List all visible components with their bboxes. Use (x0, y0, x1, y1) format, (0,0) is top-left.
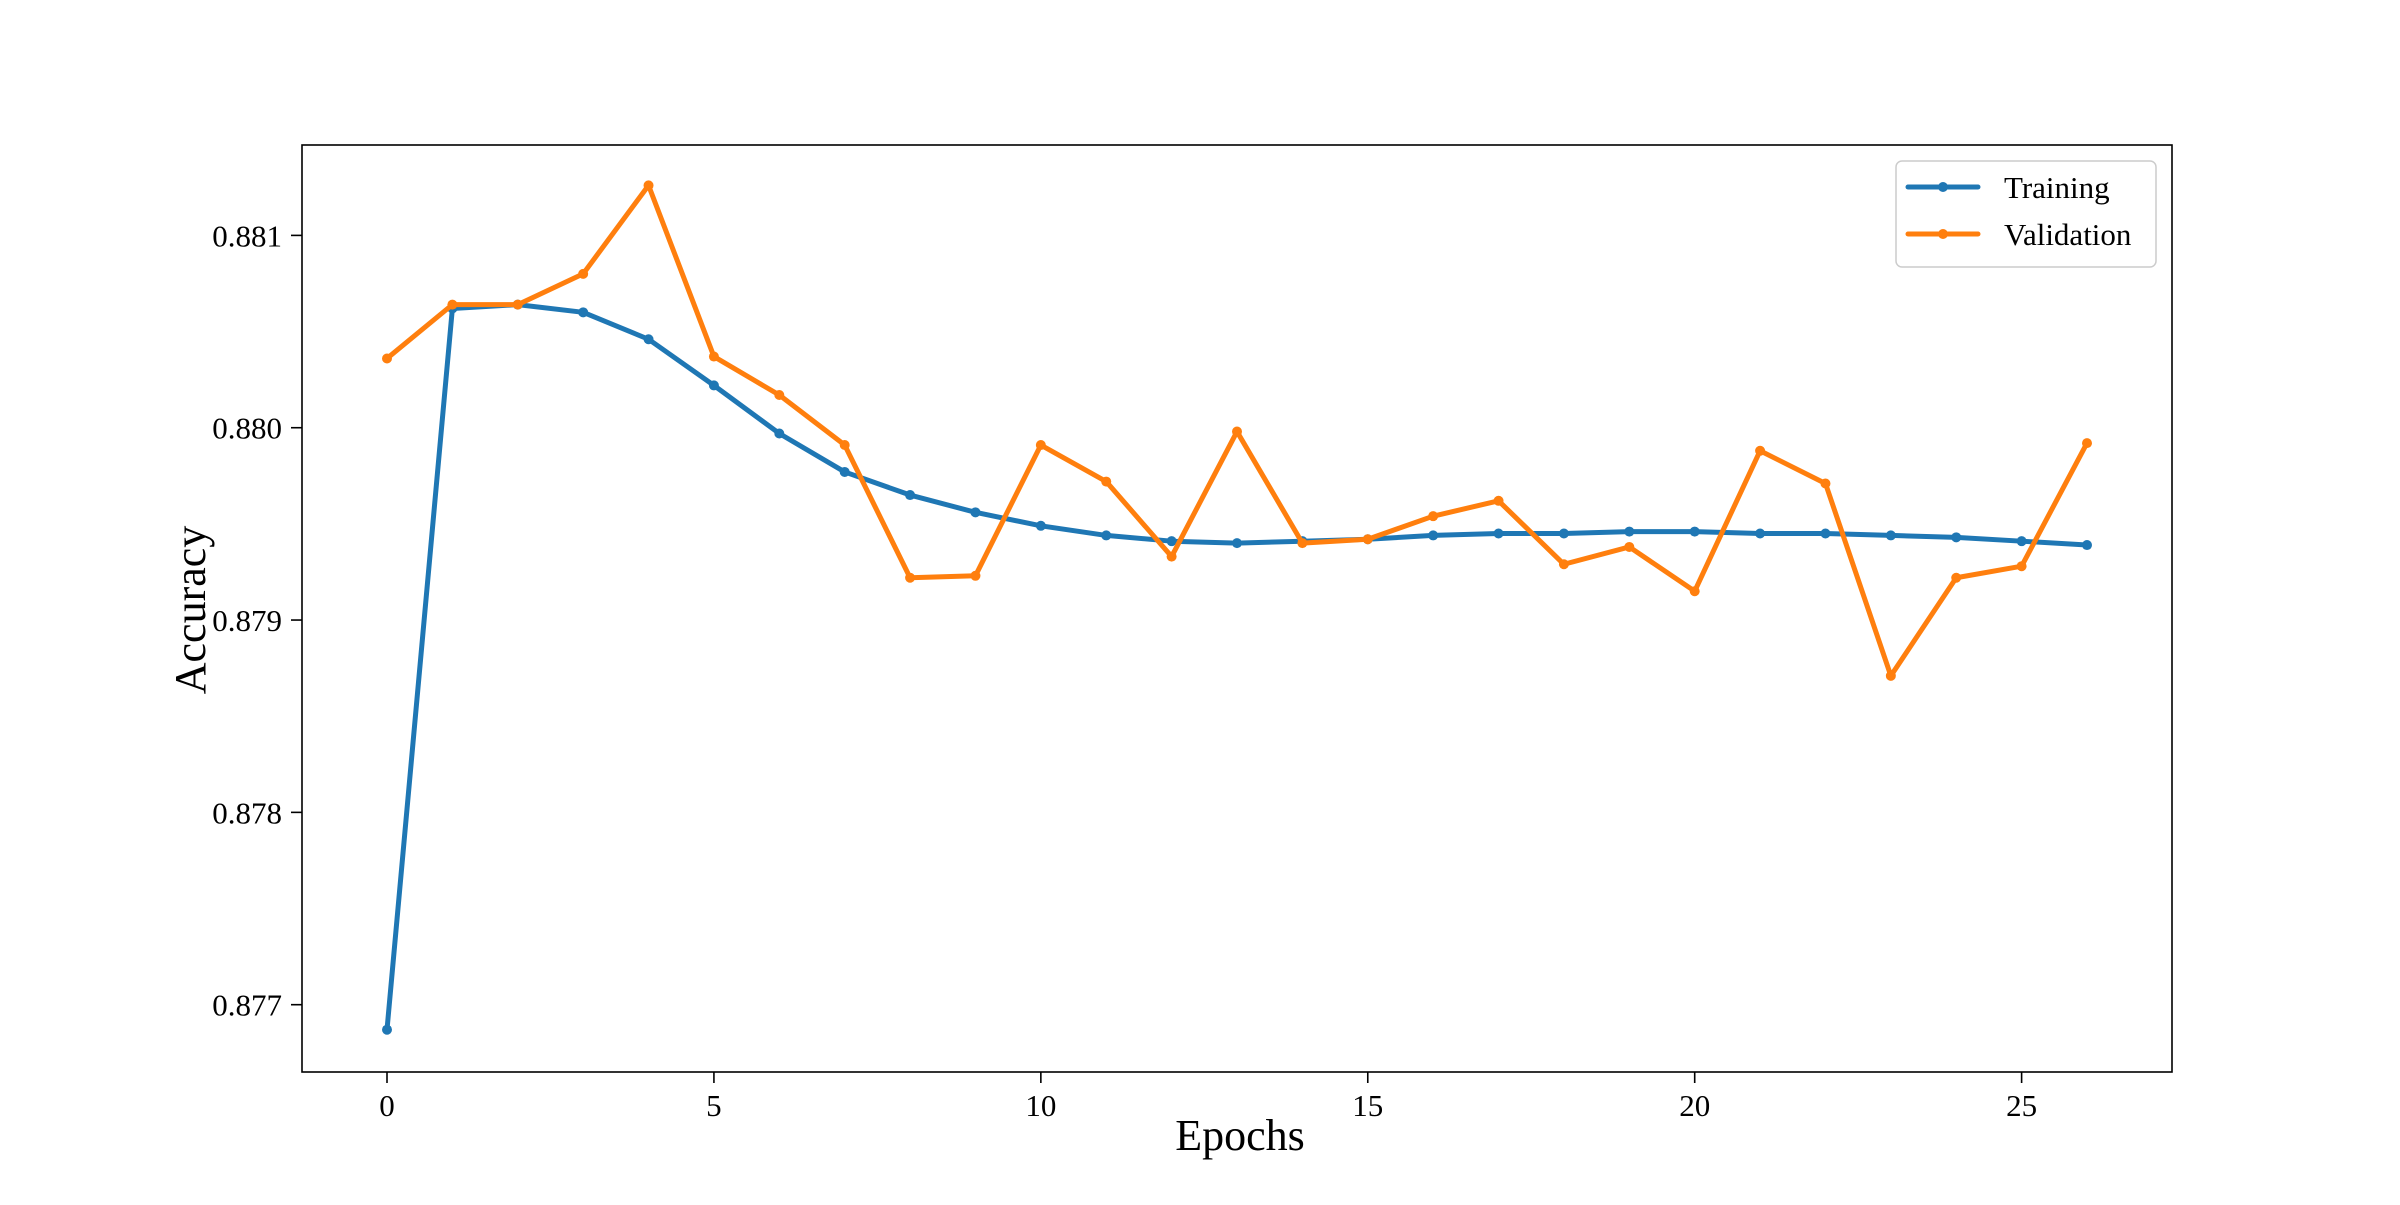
data-point-training (2082, 540, 2092, 551)
data-point-validation (1558, 559, 1569, 570)
data-point-training (1558, 528, 1569, 539)
y-tick-label: 0.881 (212, 218, 282, 253)
data-point-training (1166, 536, 1177, 547)
data-point-validation (447, 299, 458, 310)
data-point-training (1101, 530, 1112, 541)
y-tick-label: 0.877 (212, 988, 282, 1023)
x-axis-title: Epochs (1175, 1111, 1305, 1160)
data-point-validation (578, 268, 589, 279)
data-point-training (1820, 528, 1831, 539)
series-line-training (384, 302, 2090, 1033)
data-point-training (1035, 520, 1046, 531)
data-point-training (578, 307, 589, 318)
data-point-training (1493, 528, 1504, 539)
legend-marker-validation (1938, 229, 1948, 239)
data-point-training (1885, 530, 1896, 541)
data-point-validation (1428, 511, 1439, 522)
legend: Training Validation (1895, 160, 2157, 268)
data-point-validation (1951, 572, 1962, 583)
plot-frame (301, 144, 2173, 1073)
data-point-validation (839, 440, 850, 451)
data-point-training (1951, 532, 1962, 543)
data-point-validation (512, 299, 523, 310)
x-tick-label: 5 (706, 1088, 722, 1123)
data-point-training (643, 334, 654, 345)
data-point-training (839, 466, 850, 477)
x-tick-label: 15 (1352, 1088, 1383, 1123)
data-point-validation (382, 353, 392, 364)
data-point-validation (1232, 426, 1242, 437)
data-point-validation (1166, 551, 1177, 562)
data-point-validation (1362, 534, 1373, 545)
legend-label-validation: Validation (2004, 217, 2132, 252)
data-point-validation (2082, 438, 2092, 449)
data-point-training (1232, 538, 1242, 549)
data-point-validation (970, 570, 981, 581)
data-point-validation (2016, 561, 2027, 572)
y-tick-label: 0.878 (212, 795, 282, 830)
frame-layer (301, 144, 2173, 1073)
legend-label-training: Training (2004, 170, 2110, 205)
y-tick-label: 0.880 (212, 411, 282, 446)
data-point-validation (1689, 586, 1700, 597)
series-layer (382, 180, 2092, 1035)
axes-layer: 0 5 10 15 20 25 0.877 0.878 0.879 0.880 0.881 (212, 218, 2037, 1123)
y-tick-label: 0.879 (212, 603, 282, 638)
data-point-training (905, 490, 916, 501)
x-tick-label: 10 (1025, 1088, 1056, 1123)
data-point-validation (708, 351, 719, 362)
data-point-validation (1101, 476, 1112, 487)
data-point-validation (774, 390, 785, 401)
data-point-training (2016, 536, 2027, 547)
data-point-validation (643, 180, 654, 191)
x-tick-label: 0 (379, 1088, 395, 1123)
data-point-training (1624, 526, 1635, 537)
data-point-validation (1297, 538, 1308, 549)
data-point-training (970, 507, 981, 518)
data-point-validation (1493, 495, 1504, 506)
data-point-validation (1624, 541, 1635, 552)
data-point-training (708, 380, 719, 391)
data-point-validation (1820, 478, 1831, 489)
x-tick-label: 25 (2006, 1088, 2037, 1123)
data-point-validation (1035, 440, 1046, 451)
legend-marker-training (1938, 182, 1948, 192)
data-point-training (1428, 530, 1439, 541)
data-point-validation (905, 572, 916, 583)
data-point-validation (1755, 445, 1766, 456)
data-point-training (1755, 528, 1766, 539)
data-point-validation (1885, 670, 1896, 681)
y-axis-title: Accuracy (166, 526, 215, 695)
x-tick-label: 20 (1679, 1088, 1710, 1123)
data-point-training (1689, 526, 1700, 537)
data-point-training (382, 1024, 392, 1035)
data-point-training (774, 428, 785, 439)
